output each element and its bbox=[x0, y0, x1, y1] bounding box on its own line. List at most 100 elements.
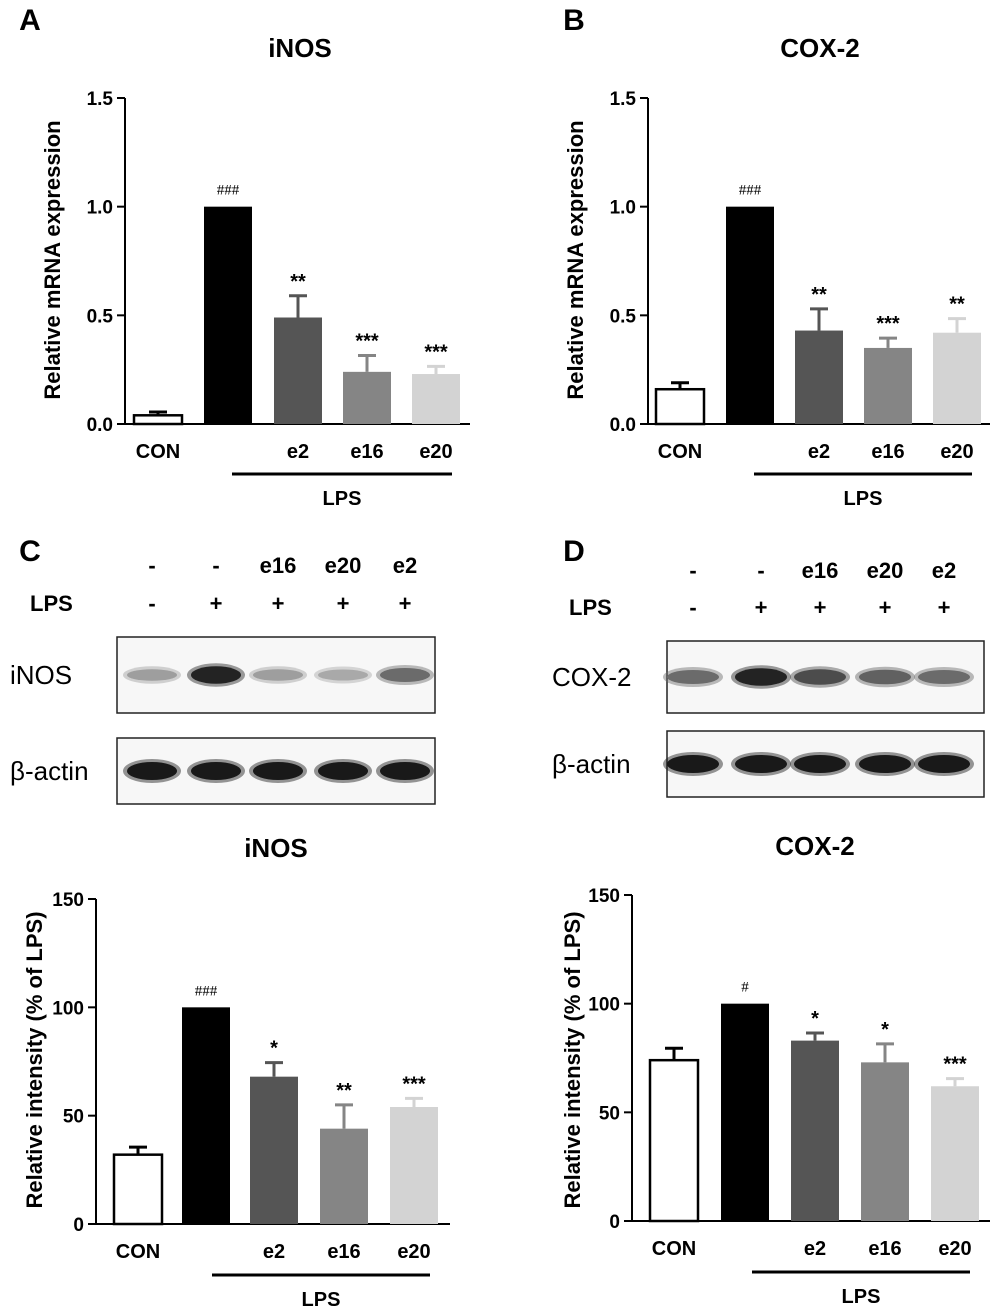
y-tick-label: 1.5 bbox=[610, 89, 637, 110]
significance-label: * bbox=[270, 1038, 278, 1060]
band-label: COX-2 bbox=[552, 662, 631, 692]
category-label: e20 bbox=[940, 441, 973, 463]
band bbox=[191, 666, 241, 684]
category-label: e16 bbox=[350, 441, 383, 463]
lps-group-label: LPS bbox=[842, 1286, 881, 1308]
y-tick-label: 0 bbox=[609, 1212, 620, 1233]
panel-letter: C bbox=[19, 535, 41, 568]
band bbox=[918, 755, 970, 773]
treatment-label: e16 bbox=[802, 558, 839, 583]
bar bbox=[182, 1007, 230, 1224]
treatment-label: - bbox=[148, 553, 155, 578]
significance-label: ### bbox=[217, 183, 240, 199]
band bbox=[318, 762, 368, 780]
treatment-label: e16 bbox=[260, 553, 297, 578]
band bbox=[859, 669, 911, 685]
y-tick-label: 0 bbox=[73, 1215, 84, 1236]
chart-title: iNOS bbox=[268, 33, 332, 63]
category-label: e2 bbox=[808, 441, 830, 463]
band bbox=[794, 755, 846, 773]
lps-sign: + bbox=[210, 591, 223, 616]
category-label: e20 bbox=[938, 1238, 971, 1260]
band bbox=[380, 762, 430, 780]
y-axis-label: Relative intensity (% of LPS) bbox=[560, 911, 585, 1208]
band bbox=[735, 668, 787, 686]
lps-sign: + bbox=[399, 591, 412, 616]
y-tick-label: 150 bbox=[588, 886, 620, 907]
western-blot-D: - - e16 e20 e2 LPS - + + + + COX-2 β-actin bbox=[552, 558, 985, 798]
chart-title: COX-2 bbox=[780, 33, 859, 63]
panel-letter: D bbox=[563, 535, 585, 568]
y-tick-label: 50 bbox=[599, 1103, 620, 1124]
treatment-label: e20 bbox=[867, 558, 904, 583]
significance-label: ** bbox=[290, 271, 306, 293]
band-label: β-actin bbox=[552, 749, 631, 779]
band bbox=[794, 669, 846, 685]
significance-label: ** bbox=[949, 294, 965, 316]
bar bbox=[791, 1040, 839, 1221]
band bbox=[318, 669, 368, 681]
category-label: e2 bbox=[287, 441, 309, 463]
y-tick-label: 150 bbox=[52, 890, 84, 911]
treatment-label: e20 bbox=[325, 553, 362, 578]
significance-label: ### bbox=[739, 183, 762, 199]
lps-sign: + bbox=[755, 595, 768, 620]
significance-label: ** bbox=[811, 284, 827, 306]
category-label: e2 bbox=[804, 1238, 826, 1260]
y-tick-label: 100 bbox=[588, 995, 620, 1016]
y-tick-label: 1.0 bbox=[87, 198, 113, 219]
band bbox=[127, 669, 177, 681]
lps-group-label: LPS bbox=[302, 1289, 341, 1311]
band bbox=[127, 762, 177, 780]
bar bbox=[864, 347, 912, 424]
bar bbox=[320, 1128, 368, 1224]
y-tick-label: 0.0 bbox=[87, 415, 113, 436]
category-label: e20 bbox=[419, 441, 452, 463]
lps-sign: + bbox=[879, 595, 892, 620]
category-label: e16 bbox=[868, 1238, 901, 1260]
lps-group-label: LPS bbox=[844, 488, 883, 510]
treatment-label: - bbox=[757, 558, 764, 583]
treatment-label: - bbox=[212, 553, 219, 578]
bar bbox=[412, 374, 460, 424]
treatment-label: e2 bbox=[393, 553, 417, 578]
bar bbox=[931, 1086, 979, 1221]
bar bbox=[933, 332, 981, 424]
lps-sign: - bbox=[148, 591, 155, 616]
y-axis-label: Relative mRNA expression bbox=[563, 120, 588, 399]
y-axis-label: Relative intensity (% of LPS) bbox=[22, 911, 47, 1208]
chart-panel-B: B COX-2 0.0 0.5 1.0 1.5 Relative mRNA expressi… bbox=[563, 4, 990, 510]
bar bbox=[648, 1058, 700, 1223]
band bbox=[191, 762, 241, 780]
bar bbox=[390, 1107, 438, 1224]
category-label: CON bbox=[116, 1241, 160, 1263]
significance-label: * bbox=[881, 1019, 889, 1041]
category-label: e16 bbox=[871, 441, 904, 463]
y-tick-label: 100 bbox=[52, 998, 84, 1019]
band-label: iNOS bbox=[10, 660, 72, 690]
y-axis-label: Relative mRNA expression bbox=[40, 120, 65, 399]
bar bbox=[795, 330, 843, 424]
chart-title: iNOS bbox=[244, 833, 308, 863]
bar bbox=[132, 414, 184, 426]
bar bbox=[204, 206, 252, 424]
band bbox=[735, 755, 787, 773]
treatment-label: - bbox=[689, 558, 696, 583]
significance-label: *** bbox=[876, 313, 900, 335]
bar bbox=[654, 387, 706, 426]
category-label: e16 bbox=[327, 1241, 360, 1263]
significance-label: *** bbox=[402, 1073, 426, 1095]
significance-label: * bbox=[811, 1008, 819, 1030]
band bbox=[918, 670, 970, 684]
lps-sign: + bbox=[272, 591, 285, 616]
significance-label: ** bbox=[336, 1080, 352, 1102]
lps-row-label: LPS bbox=[569, 595, 612, 620]
significance-label: ### bbox=[195, 983, 218, 999]
band bbox=[380, 668, 430, 682]
lps-sign: + bbox=[938, 595, 951, 620]
band bbox=[253, 669, 303, 681]
lps-sign: + bbox=[337, 591, 350, 616]
panel-letter: B bbox=[563, 4, 585, 37]
category-label: e2 bbox=[263, 1241, 285, 1263]
